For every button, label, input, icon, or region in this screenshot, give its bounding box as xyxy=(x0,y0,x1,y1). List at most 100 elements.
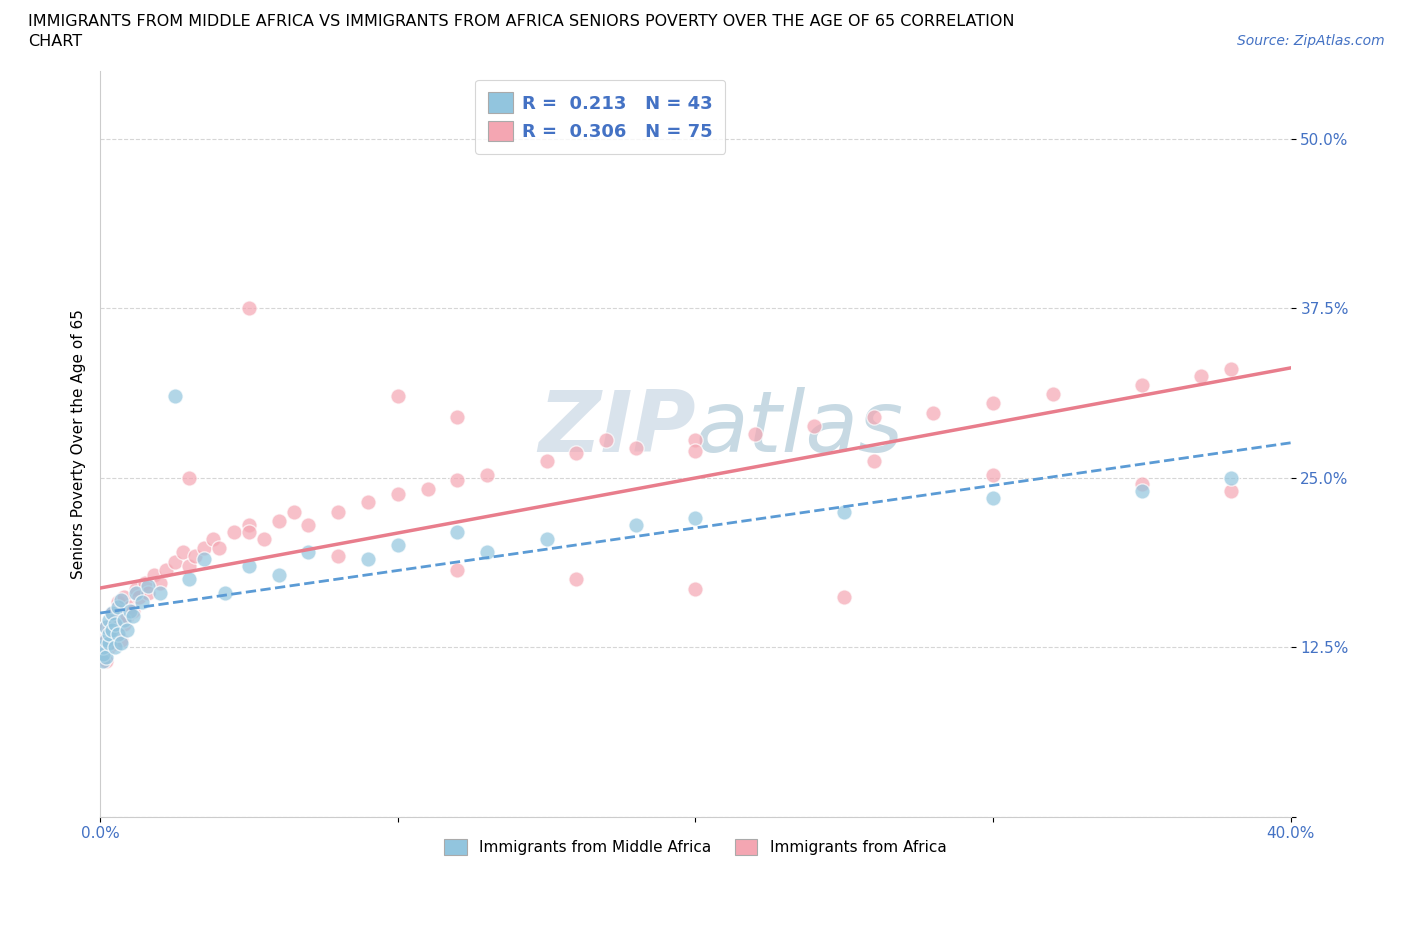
Point xyxy=(328,504,350,519)
Point xyxy=(94,653,117,668)
Point xyxy=(91,653,114,668)
Point xyxy=(163,389,186,404)
Point xyxy=(267,513,290,528)
Point xyxy=(110,636,132,651)
Point xyxy=(179,572,201,587)
Point xyxy=(110,633,132,648)
Point xyxy=(536,454,558,469)
Point xyxy=(267,568,290,583)
Point xyxy=(387,486,409,501)
Point xyxy=(357,551,380,566)
Point xyxy=(91,646,114,661)
Point xyxy=(98,626,121,641)
Point xyxy=(163,554,186,569)
Point xyxy=(142,568,165,583)
Point xyxy=(107,626,129,641)
Text: Source: ZipAtlas.com: Source: ZipAtlas.com xyxy=(1237,34,1385,48)
Point xyxy=(112,613,135,628)
Point xyxy=(107,626,129,641)
Point xyxy=(155,563,177,578)
Point xyxy=(1220,484,1243,498)
Point xyxy=(104,640,127,655)
Point xyxy=(101,622,124,637)
Point xyxy=(624,518,647,533)
Point xyxy=(744,427,766,442)
Point xyxy=(253,531,276,546)
Point xyxy=(179,471,201,485)
Point xyxy=(832,504,855,519)
Point xyxy=(172,545,194,560)
Point xyxy=(149,576,172,591)
Text: CHART: CHART xyxy=(28,34,82,49)
Point xyxy=(297,518,319,533)
Point xyxy=(446,409,468,424)
Point xyxy=(193,540,215,555)
Point xyxy=(446,525,468,539)
Point xyxy=(685,581,707,596)
Point xyxy=(1130,378,1153,392)
Point xyxy=(283,504,305,519)
Point xyxy=(297,545,319,560)
Point xyxy=(128,590,150,604)
Point xyxy=(115,608,138,623)
Point xyxy=(446,473,468,488)
Point xyxy=(981,395,1004,410)
Point xyxy=(184,549,207,564)
Point xyxy=(624,441,647,456)
Point xyxy=(685,443,707,458)
Point xyxy=(94,619,117,634)
Point xyxy=(98,636,121,651)
Point xyxy=(136,578,159,593)
Point xyxy=(149,586,172,601)
Point xyxy=(98,613,121,628)
Point xyxy=(357,495,380,510)
Point xyxy=(101,617,124,631)
Point xyxy=(104,636,127,651)
Point xyxy=(202,531,225,546)
Point xyxy=(685,432,707,447)
Point xyxy=(446,563,468,578)
Point xyxy=(565,445,588,460)
Point xyxy=(98,640,121,655)
Legend: Immigrants from Middle Africa, Immigrants from Africa: Immigrants from Middle Africa, Immigrant… xyxy=(439,833,953,861)
Point xyxy=(832,590,855,604)
Point xyxy=(121,608,143,623)
Point xyxy=(94,633,117,648)
Point xyxy=(112,590,135,604)
Point xyxy=(94,649,117,664)
Point xyxy=(107,599,129,614)
Point xyxy=(1220,471,1243,485)
Point xyxy=(863,409,886,424)
Point xyxy=(125,586,148,601)
Point xyxy=(91,636,114,651)
Point xyxy=(803,418,825,433)
Point xyxy=(118,604,141,618)
Point xyxy=(1042,386,1064,401)
Point xyxy=(98,622,121,637)
Point xyxy=(107,595,129,610)
Point xyxy=(565,572,588,587)
Point xyxy=(328,549,350,564)
Point xyxy=(922,405,945,420)
Point xyxy=(238,300,260,315)
Point xyxy=(475,545,498,560)
Point xyxy=(94,619,117,634)
Point xyxy=(91,644,114,658)
Point xyxy=(136,586,159,601)
Point xyxy=(1189,368,1212,383)
Text: IMMIGRANTS FROM MIDDLE AFRICA VS IMMIGRANTS FROM AFRICA SENIORS POVERTY OVER THE: IMMIGRANTS FROM MIDDLE AFRICA VS IMMIGRA… xyxy=(28,14,1015,29)
Point xyxy=(121,604,143,618)
Point xyxy=(863,454,886,469)
Point xyxy=(91,640,114,655)
Point xyxy=(214,586,236,601)
Point xyxy=(104,613,127,628)
Text: ZIP: ZIP xyxy=(537,387,696,471)
Point xyxy=(238,518,260,533)
Point xyxy=(101,605,124,620)
Point xyxy=(1130,477,1153,492)
Point xyxy=(981,490,1004,505)
Point xyxy=(131,595,153,610)
Y-axis label: Seniors Poverty Over the Age of 65: Seniors Poverty Over the Age of 65 xyxy=(72,309,86,578)
Point xyxy=(238,525,260,539)
Point xyxy=(208,540,231,555)
